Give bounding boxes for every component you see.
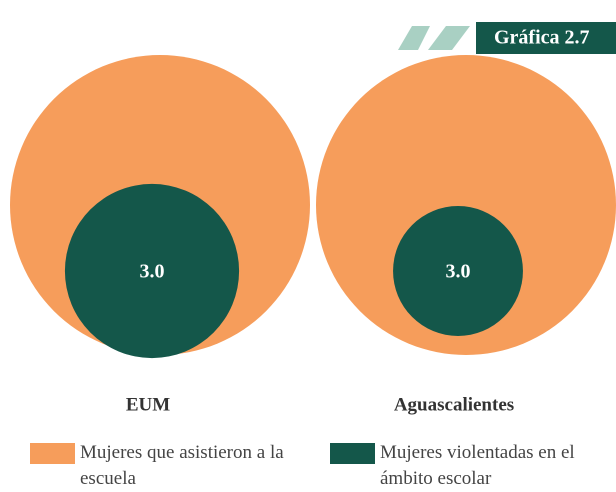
title-badge bbox=[476, 22, 616, 54]
inner-circle bbox=[393, 206, 523, 336]
legend-label: Mujeres que asistieron a la escuela bbox=[80, 442, 284, 489]
badge-decoration bbox=[428, 26, 470, 50]
legend-label: Mujeres violentadas en el ámbito escolar bbox=[380, 442, 575, 489]
value-label: 3.0 bbox=[446, 261, 471, 283]
category-label: EUM bbox=[126, 394, 170, 415]
chart-title: Gráfica 2.7 bbox=[494, 27, 590, 49]
value-label: 3.0 bbox=[140, 261, 165, 283]
category-label: Aguascalientes bbox=[394, 394, 514, 415]
legend-swatch bbox=[30, 443, 75, 464]
inner-circle bbox=[64, 183, 240, 359]
outer-circle bbox=[316, 55, 616, 355]
legend-swatch bbox=[330, 443, 375, 464]
badge-decoration bbox=[398, 26, 430, 50]
